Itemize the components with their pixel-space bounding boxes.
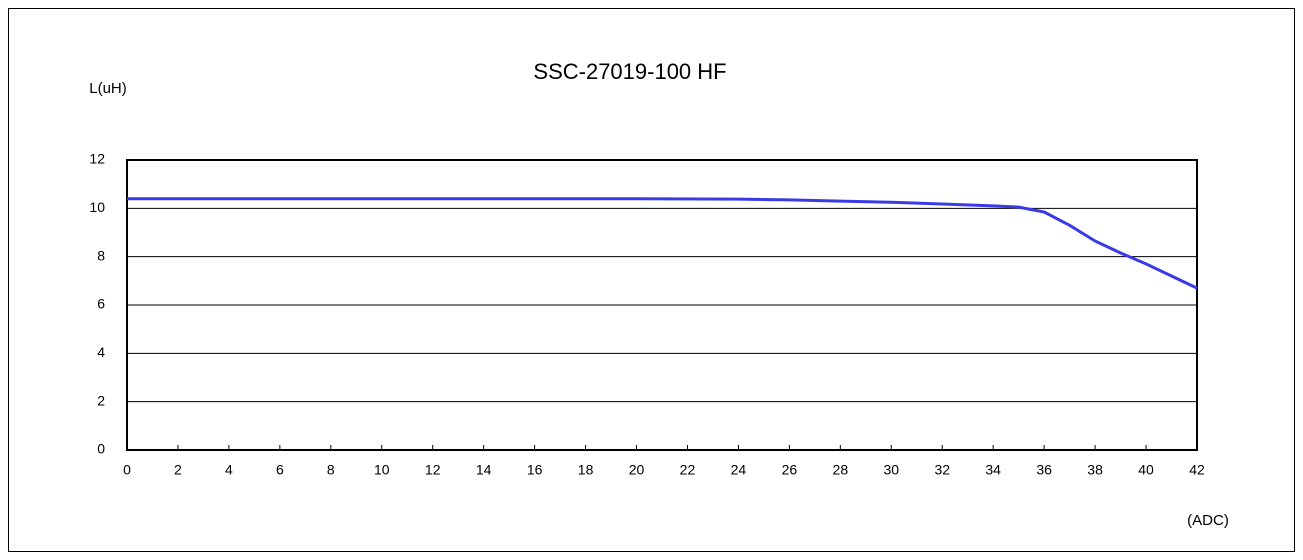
x-tick-label: 26 bbox=[782, 462, 798, 478]
x-tick-label: 4 bbox=[225, 462, 233, 478]
x-tick-label: 20 bbox=[629, 462, 645, 478]
x-tick-label: 28 bbox=[833, 462, 849, 478]
x-tick-label: 22 bbox=[680, 462, 696, 478]
outer-frame bbox=[8, 8, 1295, 552]
y-tick-label: 8 bbox=[97, 247, 105, 263]
x-tick-label: 16 bbox=[527, 462, 543, 478]
y-tick-label: 12 bbox=[89, 151, 105, 167]
x-tick-label: 40 bbox=[1138, 462, 1154, 478]
plot-frame bbox=[126, 159, 1198, 451]
chart-title: SSC-27019-100 HF bbox=[533, 59, 726, 84]
x-axis-label: (ADC) bbox=[1187, 512, 1229, 529]
x-tick-label: 6 bbox=[276, 462, 284, 478]
x-tick-label: 36 bbox=[1036, 462, 1052, 478]
x-tick-label: 8 bbox=[327, 462, 335, 478]
y-tick-label: 10 bbox=[89, 199, 105, 215]
x-tick-label: 32 bbox=[934, 462, 950, 478]
x-tick-label: 0 bbox=[123, 462, 131, 478]
x-tick-label: 2 bbox=[174, 462, 182, 478]
y-tick-label: 4 bbox=[97, 344, 105, 360]
x-tick-label: 24 bbox=[731, 462, 747, 478]
y-tick-label: 2 bbox=[97, 392, 105, 408]
x-tick-label: 34 bbox=[985, 462, 1001, 478]
x-tick-label: 10 bbox=[374, 462, 390, 478]
y-tick-label: 0 bbox=[97, 441, 105, 457]
x-tick-label: 42 bbox=[1189, 462, 1205, 478]
y-axis-label: L(uH) bbox=[89, 80, 127, 97]
x-tick-label: 18 bbox=[578, 462, 594, 478]
x-tick-label: 14 bbox=[476, 462, 492, 478]
data-line bbox=[127, 197, 1198, 290]
y-tick-label: 6 bbox=[97, 296, 105, 312]
x-tick-label: 30 bbox=[883, 462, 899, 478]
x-tick-label: 38 bbox=[1087, 462, 1103, 478]
x-tick-label: 12 bbox=[425, 462, 441, 478]
